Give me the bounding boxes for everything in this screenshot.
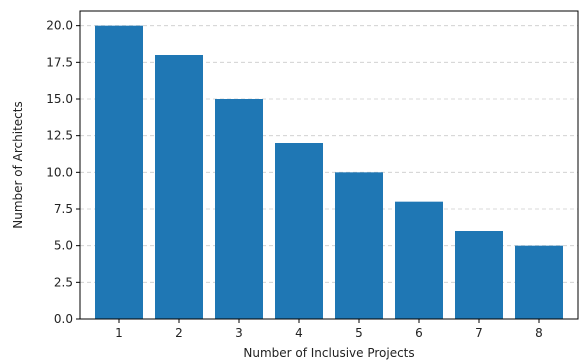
- y-axis-label: Number of Architects: [11, 101, 25, 228]
- y-tick-label: 15.0: [46, 92, 73, 106]
- y-tick-label: 10.0: [46, 165, 73, 179]
- bar: [335, 172, 383, 319]
- bar: [95, 25, 143, 320]
- y-tick-label: 5.0: [54, 239, 73, 253]
- x-tick-label: 8: [535, 326, 543, 340]
- y-tick-label: 7.5: [54, 202, 73, 216]
- x-axis: 1 2 3 4 5 6 7 8: [115, 319, 543, 340]
- x-tick-label: 4: [295, 326, 303, 340]
- x-axis-label: Number of Inclusive Projects: [243, 346, 414, 360]
- bar: [155, 55, 203, 319]
- y-tick-label: 17.5: [46, 55, 73, 69]
- bar: [515, 245, 563, 319]
- x-tick-label: 6: [415, 326, 423, 340]
- y-tick-label: 12.5: [46, 129, 73, 143]
- bars: [95, 25, 563, 320]
- bar: [395, 201, 443, 319]
- bar: [275, 143, 323, 319]
- plot-frame: [79, 10, 579, 320]
- x-tick-label: 7: [475, 326, 483, 340]
- x-tick-label: 1: [115, 326, 123, 340]
- bar: [215, 99, 263, 319]
- y-tick-label: 20.0: [46, 19, 73, 33]
- y-tick-label: 2.5: [54, 275, 73, 289]
- y-axis: 0.0 2.5 5.0 7.5 10.0 12.5 15.0 17.5 20.0: [46, 19, 80, 326]
- x-tick-label: 5: [355, 326, 363, 340]
- x-tick-label: 3: [235, 326, 243, 340]
- y-tick-label: 0.0: [54, 312, 73, 326]
- x-tick-label: 2: [175, 326, 183, 340]
- bar: [455, 231, 503, 319]
